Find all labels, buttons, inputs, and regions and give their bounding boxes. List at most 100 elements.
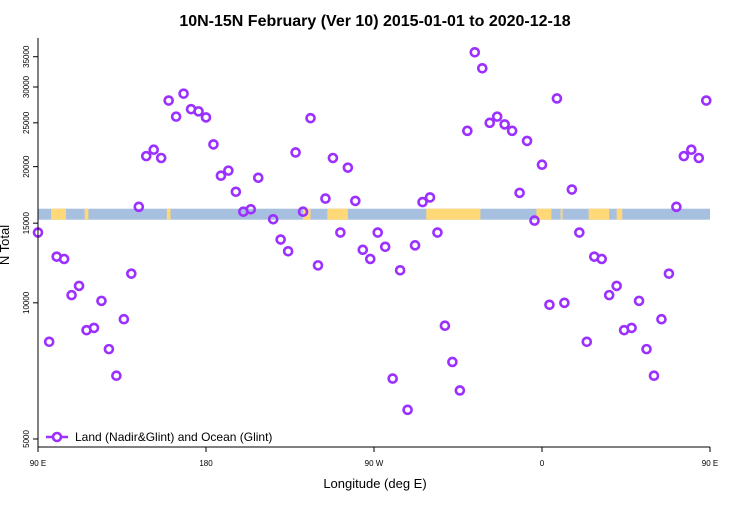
data-point [387,373,398,384]
data-point [700,95,712,106]
legend: Land (Nadir&Glint) and Ocean (Glint) [46,430,272,444]
data-point [633,295,645,307]
map-strip-land [560,208,563,220]
plot-points [32,46,712,416]
data-point [215,170,227,181]
data-point [476,62,488,74]
map-strip-land [588,208,610,220]
data-point [417,196,428,208]
data-point [163,95,174,106]
data-point [327,152,339,164]
data-point [155,152,167,164]
y-tick-label: 5000 [22,430,31,448]
data-point [574,227,585,238]
legend-marker [51,431,63,443]
data-point [424,192,436,203]
data-point [641,343,652,355]
data-point [529,215,540,226]
data-point [148,144,160,156]
data-point [66,289,77,301]
data-point [514,187,525,199]
data-point [252,172,264,184]
map-strip-land [327,208,348,220]
data-point [193,106,204,117]
axes: 90 E 180 90 W 0 90 E 5000 10000 15000 20000 25000… [22,38,718,468]
data-point [342,162,354,173]
data-point [43,336,55,348]
data-point [454,385,466,396]
data-point [656,313,667,325]
data-point [394,265,406,276]
y-tick-label: 35000 [22,45,31,68]
data-point [208,139,219,150]
data-point [402,404,413,416]
x-tick-label: 0 [540,459,545,468]
data-point [335,227,346,238]
data-point [282,245,294,257]
y-tick-label: 30000 [22,75,31,98]
data-point [140,150,152,162]
y-tick-label: 20000 [22,155,31,178]
data-point [290,147,301,158]
data-point [536,159,548,171]
map-strip-ocean [38,208,710,220]
data-point [357,244,369,256]
data-point [223,165,234,176]
map-strip-land [84,208,89,220]
data-point [686,144,697,156]
data-point [379,241,391,253]
data-point [88,322,100,334]
data-point [178,88,189,99]
data-point [603,289,615,301]
data-point [111,370,122,382]
data-point [230,186,242,198]
chart-title: 10N-15N February (Ver 10) 2015-01-01 to … [179,13,570,30]
x-tick-label: 180 [199,459,213,468]
y-tick-label: 10000 [22,291,31,314]
data-point [663,268,675,279]
data-point [506,125,518,137]
data-point [409,240,421,251]
x-tick-label: 90 E [702,459,718,468]
data-point [551,93,563,104]
map-strip-land [426,208,481,220]
data-point [462,125,473,137]
data-point [275,234,286,245]
map-strip-land [536,208,552,220]
data-point [118,313,130,325]
y-tick-label: 25000 [22,111,31,134]
data-point [447,356,458,368]
data-point [581,336,593,348]
data-point [432,227,443,238]
data-point [559,297,570,309]
data-point [678,150,690,162]
data-point [305,112,316,124]
data-point [350,195,361,207]
data-point [596,253,608,265]
data-point [611,280,622,292]
data-point [320,193,331,204]
data-point [103,343,115,355]
x-tick-label: 90 E [30,459,46,468]
data-point [491,111,503,122]
x-tick-label: 90 W [365,459,384,468]
map-strip [38,208,710,220]
data-point [499,119,510,130]
data-point [521,135,533,147]
data-point [245,203,257,215]
data-point [267,213,279,225]
data-point [73,280,85,292]
data-point [671,201,682,213]
data-point [566,184,578,195]
data-point [297,206,309,218]
map-strip-land [166,208,171,220]
y-axis-title: N Total [0,225,12,265]
data-point [312,260,324,271]
data-point [693,152,705,164]
data-point [96,295,107,307]
y-tick-label: 15000 [22,211,31,234]
data-point [648,370,660,382]
map-strip-land [616,208,623,220]
